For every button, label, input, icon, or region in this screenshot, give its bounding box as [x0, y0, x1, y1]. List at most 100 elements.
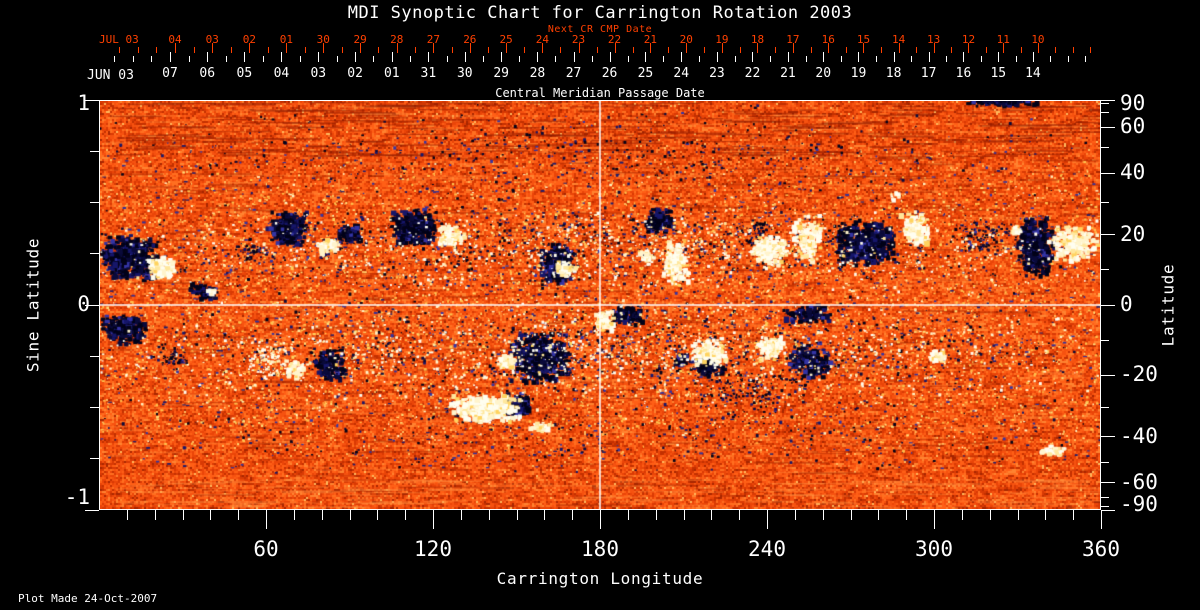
- date-label: 24: [673, 66, 690, 81]
- axis-tick: [1101, 374, 1115, 376]
- axis-tick: [506, 43, 508, 53]
- axis-tick: [1101, 461, 1109, 463]
- axis-tick: [451, 47, 453, 53]
- axis-tick: [118, 47, 120, 53]
- next-cr-month-label: JUL 03: [99, 33, 139, 46]
- axis-tick: [544, 510, 546, 520]
- date-label: 30: [316, 33, 330, 46]
- axis-tick: [1101, 510, 1102, 529]
- axis-tick: [1084, 56, 1086, 62]
- axis-tick: [591, 56, 593, 62]
- axis-tick: [90, 150, 99, 152]
- date-label: 10: [1031, 33, 1045, 46]
- date-label: 02: [347, 66, 363, 81]
- axis-tick: [898, 43, 900, 53]
- axis-tick: [822, 510, 824, 520]
- date-label: 06: [199, 66, 216, 81]
- right-tick-label: 20: [1120, 221, 1146, 246]
- axis-tick: [863, 43, 865, 53]
- axis-tick: [132, 56, 134, 62]
- axis-tick: [787, 52, 789, 62]
- axis-tick: [686, 43, 688, 53]
- axis-tick: [90, 355, 99, 357]
- axis-tick: [267, 47, 269, 53]
- axis-tick: [850, 510, 852, 520]
- cmp-axis-title: Central Meridian Passage Date: [495, 86, 705, 100]
- axis-tick: [1032, 52, 1034, 62]
- axis-tick: [734, 56, 736, 62]
- axis-tick: [1050, 56, 1052, 62]
- date-label: 21: [643, 33, 658, 46]
- bottom-tick-label: 120: [414, 537, 452, 561]
- axis-tick: [711, 510, 713, 520]
- date-label: 24: [535, 33, 550, 46]
- axis-tick: [627, 510, 629, 520]
- axis-tick: [752, 52, 754, 62]
- axis-tick: [1101, 509, 1115, 511]
- date-label: 05: [236, 66, 253, 81]
- axis-tick: [299, 56, 301, 62]
- date-label: 29: [493, 66, 509, 81]
- axis-tick: [249, 43, 251, 53]
- axis-tick: [378, 47, 380, 53]
- axis-tick: [609, 52, 611, 62]
- date-label: 11: [996, 33, 1010, 46]
- axis-tick: [828, 43, 830, 53]
- date-label: 03: [205, 33, 219, 46]
- axis-tick: [90, 202, 99, 203]
- axis-tick: [151, 56, 153, 62]
- axis-tick: [934, 510, 935, 529]
- axis-tick: [998, 52, 1000, 62]
- axis-tick: [985, 47, 987, 53]
- axis-tick: [906, 510, 908, 520]
- axis-tick: [1101, 99, 1115, 101]
- axis-tick: [281, 52, 283, 62]
- axis-tick: [578, 43, 580, 53]
- axis-tick: [90, 407, 99, 408]
- axis-tick: [410, 56, 412, 62]
- axis-tick: [968, 43, 970, 53]
- axis-tick: [632, 47, 634, 53]
- axis-tick: [645, 52, 647, 62]
- axis-tick: [1055, 47, 1057, 53]
- left-tick-label: 0: [77, 292, 90, 316]
- bottom-tick-label: 180: [581, 537, 619, 561]
- axis-tick: [488, 47, 489, 53]
- axis-tick: [524, 47, 526, 53]
- axis-tick: [699, 56, 701, 62]
- date-label: 14: [891, 33, 906, 46]
- axis-tick: [349, 510, 351, 520]
- axis-tick: [810, 47, 812, 53]
- date-label: 26: [601, 66, 618, 81]
- axis-tick: [193, 47, 195, 53]
- axis-tick: [794, 510, 796, 520]
- axis-tick: [286, 43, 288, 53]
- date-label: 20: [815, 66, 832, 81]
- sine-latitude-axis-title: Sine Latitude: [23, 237, 43, 373]
- axis-tick: [318, 52, 320, 62]
- axis-tick: [596, 47, 598, 53]
- axis-tick: [207, 52, 209, 62]
- date-label: 01: [383, 66, 400, 81]
- axis-tick: [341, 47, 343, 53]
- date-label: 13: [926, 33, 941, 46]
- axis-tick: [1015, 56, 1017, 62]
- axis-tick: [1101, 436, 1115, 438]
- axis-tick: [614, 43, 616, 53]
- axis-tick: [501, 52, 503, 62]
- axis-tick: [469, 43, 471, 53]
- date-label: 03: [310, 66, 327, 81]
- cmp-month-label: JUN 03: [87, 68, 134, 83]
- axis-tick: [1101, 234, 1115, 236]
- axis-tick: [1067, 56, 1069, 62]
- date-label: 15: [856, 33, 871, 46]
- axis-tick: [85, 99, 99, 101]
- axis-tick: [1101, 304, 1115, 306]
- axis-tick: [360, 43, 362, 53]
- date-label: 18: [885, 66, 902, 81]
- axis-tick: [373, 56, 375, 62]
- axis-tick: [980, 56, 982, 62]
- axis-tick: [770, 56, 772, 62]
- axis-tick: [704, 47, 706, 53]
